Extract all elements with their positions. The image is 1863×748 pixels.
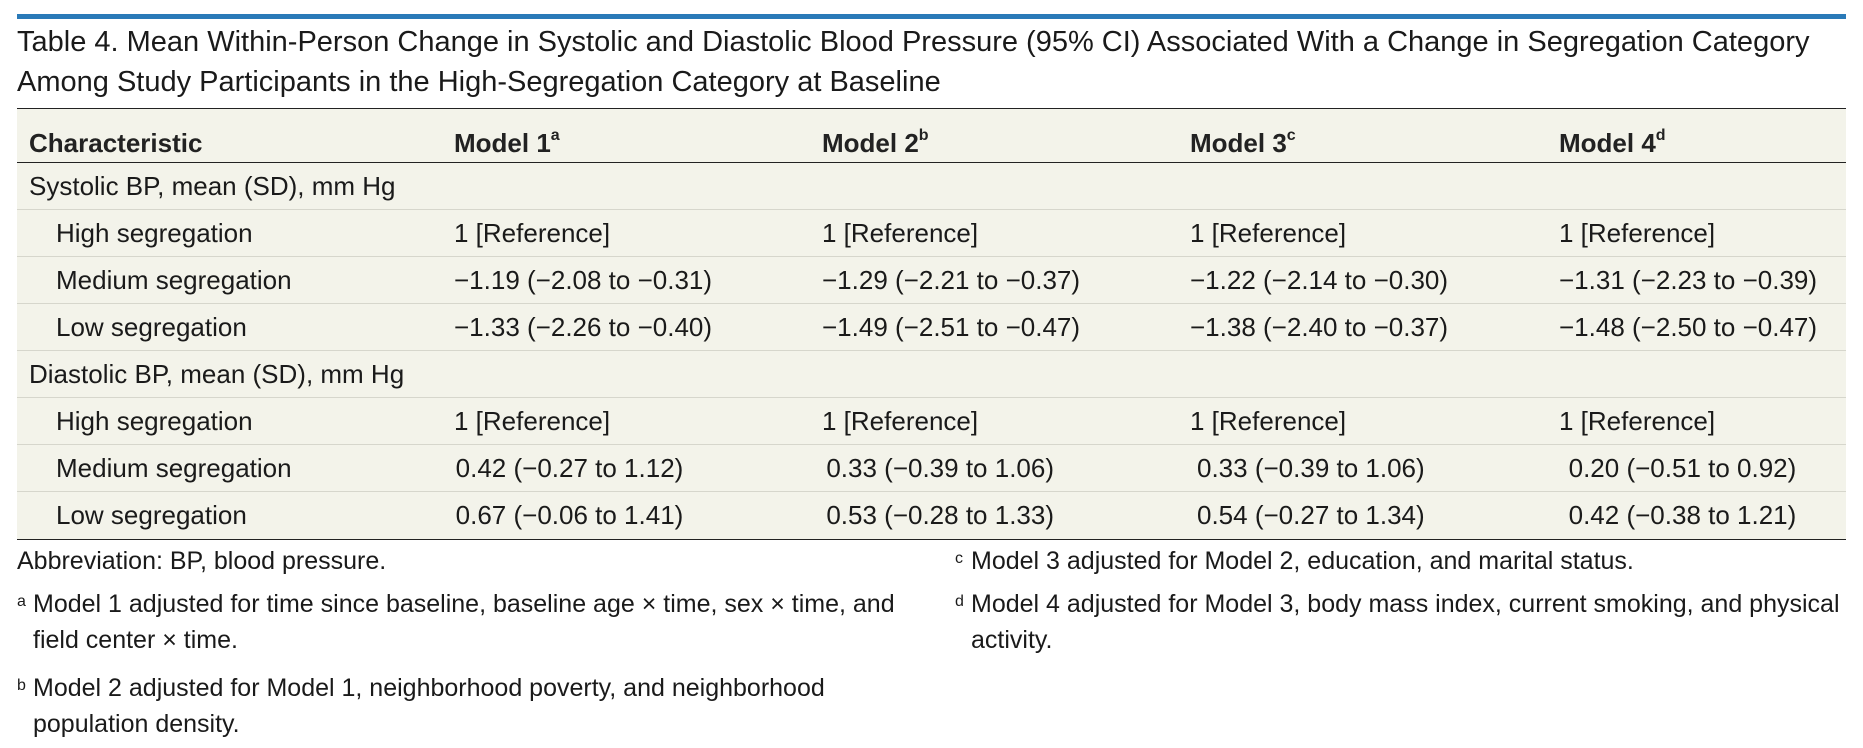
- section-label: Systolic BP, mean (SD), mm Hg: [29, 170, 396, 201]
- table-cell: 1 [Reference]: [454, 405, 611, 436]
- table-row: Medium segregation 0.42 (−0.27 to 1.12) …: [17, 445, 1846, 492]
- table-title: Table 4. Mean Within-Person Change in Sy…: [17, 26, 1810, 98]
- section-row-diastolic: Diastolic BP, mean (SD), mm Hg: [17, 351, 1846, 398]
- table-cell: 0.42 (−0.38 to 1.21): [1568, 500, 1797, 530]
- header-model-4: Model 4d: [1559, 127, 1666, 158]
- section-label: Diastolic BP, mean (SD), mm Hg: [29, 358, 405, 389]
- table-cell: 0.54 (−0.27 to 1.34): [1197, 500, 1425, 530]
- table-cell: 0.42 (−0.27 to 1.12): [455, 452, 684, 483]
- table-cell: −1.22 (−2.14 to −0.30): [1190, 264, 1449, 295]
- table-cell: −1.31 (−2.23 to −0.39): [1559, 264, 1818, 295]
- table-cell: 1 [Reference]: [822, 405, 979, 436]
- table-cell: −1.49 (−2.51 to −0.47): [822, 311, 1081, 342]
- row-label: Low segregation: [56, 500, 247, 530]
- table-cell: 0.33 (−0.39 to 1.06): [1197, 452, 1425, 483]
- table-row: High segregation 1 [Reference] 1 [Refere…: [17, 210, 1846, 257]
- title-accent-bar: [17, 14, 1846, 19]
- section-row-systolic: Systolic BP, mean (SD), mm Hg: [17, 163, 1846, 210]
- header-characteristic: Characteristic: [29, 128, 203, 158]
- footnote-mark: b: [17, 677, 26, 694]
- footnote-d: d Model 4 adjusted for Model 3, body mas…: [955, 586, 1845, 658]
- footnote-text: Model 2 adjusted for Model 1, neighborho…: [33, 674, 825, 738]
- table-row: Low segregation 0.67 (−0.06 to 1.41) 0.5…: [17, 492, 1846, 539]
- row-label: Medium segregation: [56, 452, 292, 483]
- table-cell: 1 [Reference]: [1190, 217, 1347, 248]
- table-row: Low segregation −1.33 (−2.26 to −0.40) −…: [17, 304, 1846, 351]
- table-cell: −1.33 (−2.26 to −0.40): [454, 311, 713, 342]
- header-model-2: Model 2b: [822, 127, 929, 158]
- header-model-1: Model 1a: [454, 127, 560, 158]
- results-table: Characteristic Model 1a Model 2b Model 3…: [17, 108, 1846, 540]
- footnote-text: Model 3 adjusted for Model 2, education,…: [971, 547, 1634, 575]
- footnote-text: Model 1 adjusted for time since baseline…: [33, 590, 895, 654]
- table-row: Medium segregation −1.19 (−2.08 to −0.31…: [17, 257, 1846, 304]
- table-cell: −1.29 (−2.21 to −0.37): [822, 264, 1081, 295]
- footnote-mark: c: [955, 550, 963, 567]
- table-cell: −1.19 (−2.08 to −0.31): [454, 264, 713, 295]
- footnote-mark: d: [955, 593, 964, 610]
- table-row: High segregation 1 [Reference] 1 [Refere…: [17, 398, 1846, 445]
- table-cell: 0.33 (−0.39 to 1.06): [826, 452, 1054, 483]
- footnote-mark: a: [17, 593, 26, 610]
- table-cell: 0.53 (−0.28 to 1.33): [826, 500, 1054, 530]
- footnote-abbreviation: Abbreviation: BP, blood pressure.: [17, 547, 387, 575]
- footnote-b: b Model 2 adjusted for Model 1, neighbor…: [17, 670, 897, 742]
- row-label: Low segregation: [56, 311, 247, 342]
- table-cell: 1 [Reference]: [822, 217, 979, 248]
- table-cell: 1 [Reference]: [1559, 217, 1716, 248]
- table-header-row: Characteristic Model 1a Model 2b Model 3…: [17, 109, 1846, 163]
- footnote-text: Model 4 adjusted for Model 3, body mass …: [971, 590, 1840, 654]
- footnote-c: c Model 3 adjusted for Model 2, educatio…: [955, 543, 1845, 579]
- header-model-3: Model 3c: [1190, 127, 1296, 158]
- table-cell: 1 [Reference]: [1190, 405, 1347, 436]
- row-label: Medium segregation: [56, 264, 292, 295]
- table-cell: 1 [Reference]: [1559, 405, 1716, 436]
- row-label: High segregation: [56, 217, 253, 248]
- table-cell: −1.38 (−2.40 to −0.37): [1190, 311, 1449, 342]
- table-cell: 0.67 (−0.06 to 1.41): [455, 500, 684, 530]
- table-cell: 1 [Reference]: [454, 217, 611, 248]
- row-label: High segregation: [56, 405, 253, 436]
- table-cell: −1.48 (−2.50 to −0.47): [1559, 311, 1818, 342]
- footnote-a: a Model 1 adjusted for time since baseli…: [17, 586, 897, 658]
- table-cell: 0.20 (−0.51 to 0.92): [1568, 452, 1797, 483]
